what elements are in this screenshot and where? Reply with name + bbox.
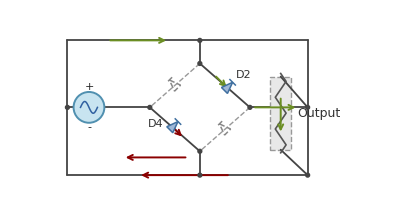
Circle shape: [198, 149, 202, 153]
Circle shape: [66, 105, 69, 109]
Circle shape: [198, 173, 202, 177]
Circle shape: [148, 105, 152, 109]
Circle shape: [248, 105, 252, 109]
Text: D2: D2: [236, 70, 252, 80]
Circle shape: [306, 173, 310, 177]
Circle shape: [306, 105, 310, 109]
Polygon shape: [221, 82, 233, 93]
Polygon shape: [167, 122, 178, 133]
Text: D4: D4: [148, 119, 163, 129]
Text: Output: Output: [298, 107, 341, 120]
Circle shape: [198, 62, 202, 65]
Circle shape: [74, 92, 105, 123]
Bar: [270, 76, 291, 150]
Text: -: -: [87, 122, 91, 132]
Text: +: +: [84, 82, 94, 92]
Circle shape: [198, 38, 202, 42]
